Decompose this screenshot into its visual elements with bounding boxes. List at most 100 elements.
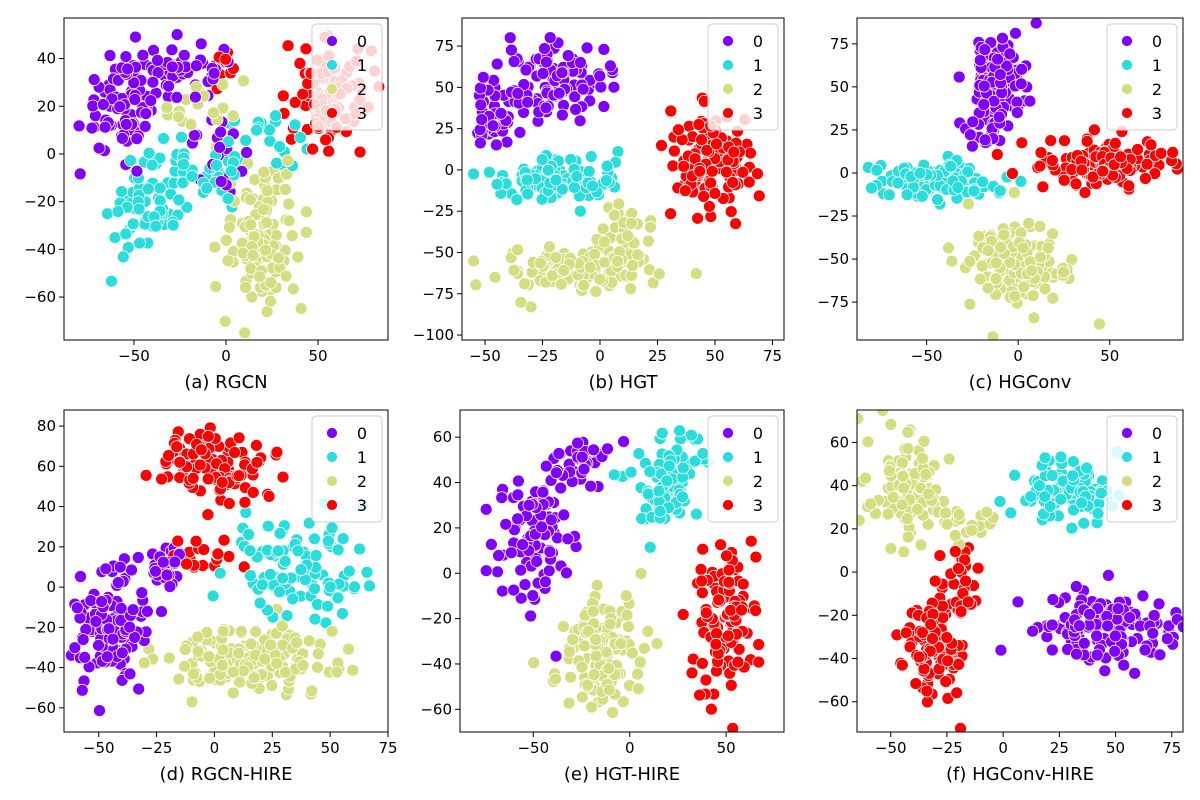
legend-label-2: 2 <box>1152 80 1162 99</box>
data-point-class-2 <box>226 686 240 700</box>
data-point-class-2 <box>346 663 360 677</box>
legend-marker-3 <box>1121 499 1133 511</box>
data-point-class-3 <box>666 159 680 173</box>
data-point-class-3 <box>219 52 233 66</box>
data-point-class-3 <box>250 455 264 469</box>
data-point-class-3 <box>916 626 929 639</box>
legend-marker-0 <box>722 35 734 47</box>
data-point-class-1 <box>124 154 137 167</box>
x-tick-label: 0 <box>210 739 220 757</box>
y-tick-label: −60 <box>24 699 56 717</box>
data-point-class-1 <box>331 543 345 557</box>
data-point-class-0 <box>78 651 92 664</box>
data-point-class-2 <box>311 647 325 661</box>
data-point-class-0 <box>127 76 141 90</box>
legend-marker-0 <box>1121 427 1133 439</box>
data-point-class-1 <box>1033 479 1046 493</box>
data-point-class-0 <box>123 620 137 634</box>
data-point-class-3 <box>1122 179 1136 193</box>
data-point-class-0 <box>149 564 162 578</box>
y-tick-label: 50 <box>435 78 454 96</box>
data-point-class-2 <box>184 118 198 131</box>
data-point-class-3 <box>749 604 762 617</box>
data-point-class-0 <box>977 98 991 111</box>
data-point-class-2 <box>952 508 966 521</box>
data-point-class-0 <box>170 91 184 104</box>
axes-frame <box>459 409 785 733</box>
data-point-class-0 <box>1108 644 1122 658</box>
x-tick-label: 75 <box>1162 739 1181 757</box>
data-point-class-1 <box>549 173 563 187</box>
data-point-class-3 <box>948 545 962 558</box>
data-point-class-3 <box>712 593 725 607</box>
y-tick-label: −20 <box>817 606 849 624</box>
data-point-class-0 <box>207 66 221 80</box>
data-point-class-2 <box>249 625 263 639</box>
data-point-class-3 <box>705 164 719 178</box>
data-point-class-0 <box>484 538 498 551</box>
scatter-panel: −50 0 50 −60 −40 −20 0 20 40 (a) RGCN 0 1 2 3 <box>24 17 389 393</box>
data-point-class-3 <box>752 638 766 651</box>
data-point-class-2 <box>973 272 987 286</box>
data-point-class-1 <box>1054 450 1068 464</box>
data-point-class-2 <box>989 256 1003 270</box>
data-point-class-2 <box>1025 264 1039 278</box>
data-point-class-2 <box>588 247 601 261</box>
data-point-class-2 <box>206 106 220 120</box>
data-point-class-0 <box>524 609 537 623</box>
y-tick-label: −100 <box>413 326 454 344</box>
data-point-class-0 <box>70 601 84 615</box>
data-point-class-3 <box>276 470 290 484</box>
data-point-class-1 <box>1054 492 1068 506</box>
data-point-class-2 <box>575 660 589 674</box>
data-point-class-3 <box>276 89 290 103</box>
y-tick-label: 60 <box>37 457 56 475</box>
data-point-class-2 <box>239 280 252 294</box>
data-point-class-0 <box>973 53 987 67</box>
legend-marker-3 <box>326 107 338 119</box>
legend-marker-0 <box>326 35 338 47</box>
data-point-class-2 <box>942 241 955 255</box>
data-point-class-3 <box>180 557 194 571</box>
data-point-class-1 <box>951 181 965 194</box>
data-point-class-2 <box>612 197 626 211</box>
data-point-class-1 <box>321 534 335 548</box>
data-point-class-3 <box>710 627 723 640</box>
data-point-class-0 <box>1102 569 1115 582</box>
data-point-class-2 <box>633 655 647 669</box>
scatter-panel: −50 0 50 −75 −50 −25 0 25 50 75 (c) HGConv 0 1 2 3 <box>817 17 1184 393</box>
data-point-class-0 <box>587 443 600 457</box>
data-point-class-2 <box>989 272 1003 286</box>
data-point-class-0 <box>617 435 630 449</box>
data-point-class-1 <box>944 159 957 173</box>
data-point-class-3 <box>173 455 187 469</box>
legend-marker-0 <box>1121 35 1133 47</box>
x-tick-label: 50 <box>308 347 327 365</box>
data-point-class-2 <box>1026 289 1040 302</box>
data-point-class-3 <box>695 574 709 588</box>
legend-label-3: 3 <box>753 104 763 123</box>
data-point-class-0 <box>189 59 203 73</box>
data-point-class-1 <box>690 507 703 521</box>
data-point-class-1 <box>1043 499 1057 513</box>
data-point-class-1 <box>652 484 666 498</box>
data-point-class-2 <box>178 643 192 656</box>
data-point-class-1 <box>931 193 944 207</box>
data-point-class-0 <box>576 82 590 96</box>
data-point-class-2 <box>191 645 205 658</box>
data-point-class-0 <box>1069 580 1083 593</box>
data-point-class-1 <box>673 424 686 438</box>
data-point-class-2 <box>294 302 308 316</box>
data-point-class-1 <box>653 504 667 518</box>
data-point-class-2 <box>260 216 274 230</box>
data-point-class-0 <box>123 667 137 681</box>
data-point-class-0 <box>542 564 556 578</box>
data-point-class-2 <box>549 672 562 686</box>
data-point-class-1 <box>180 200 194 214</box>
data-point-class-2 <box>916 451 929 465</box>
data-point-class-3 <box>708 186 722 200</box>
data-point-class-2 <box>518 277 531 291</box>
data-point-class-2 <box>637 641 651 655</box>
data-point-class-3 <box>1086 170 1100 184</box>
data-point-class-1 <box>308 532 321 546</box>
